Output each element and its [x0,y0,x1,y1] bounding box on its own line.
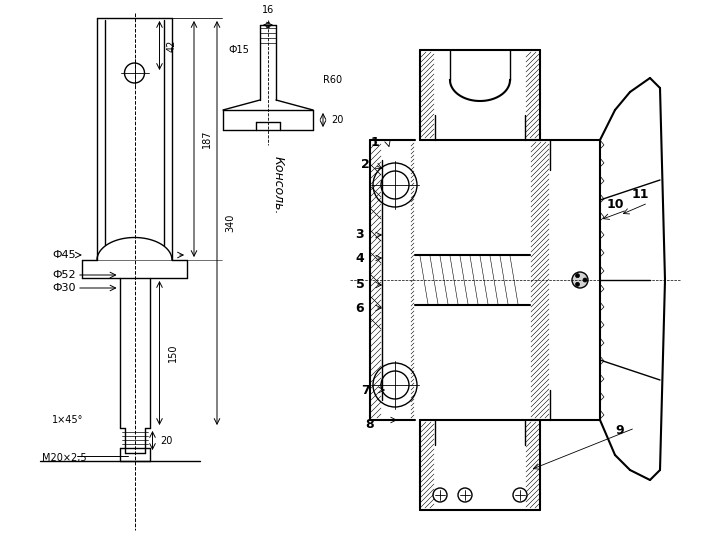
Text: 7: 7 [360,384,369,396]
Text: 11: 11 [631,188,648,201]
Text: 150: 150 [168,344,177,362]
Circle shape [576,282,580,287]
Text: 340: 340 [225,214,235,232]
Text: Ф52: Ф52 [52,270,76,280]
Text: 8: 8 [366,418,374,432]
Text: 1×45°: 1×45° [52,415,83,425]
Text: 9: 9 [615,423,625,436]
Circle shape [583,278,587,282]
Text: Консоль.: Консоль. [271,156,285,214]
Text: 4: 4 [355,251,365,265]
Circle shape [576,273,580,278]
Text: 6: 6 [355,301,365,315]
Text: 20: 20 [161,435,173,445]
Text: R60: R60 [323,75,342,85]
Text: 5: 5 [355,278,365,292]
Text: М20×2,5: М20×2,5 [42,453,87,463]
Text: Ф15: Ф15 [228,45,249,55]
Text: 187: 187 [202,130,212,148]
Text: Ф30: Ф30 [52,283,76,293]
Circle shape [572,272,588,288]
Text: 42: 42 [167,40,177,52]
Text: 10: 10 [606,199,624,211]
Text: 2: 2 [360,159,369,171]
Text: 20: 20 [331,115,343,125]
Text: 16: 16 [262,5,274,15]
Text: Ф45: Ф45 [52,250,76,260]
Text: 1: 1 [371,137,379,149]
Text: 3: 3 [355,228,365,242]
